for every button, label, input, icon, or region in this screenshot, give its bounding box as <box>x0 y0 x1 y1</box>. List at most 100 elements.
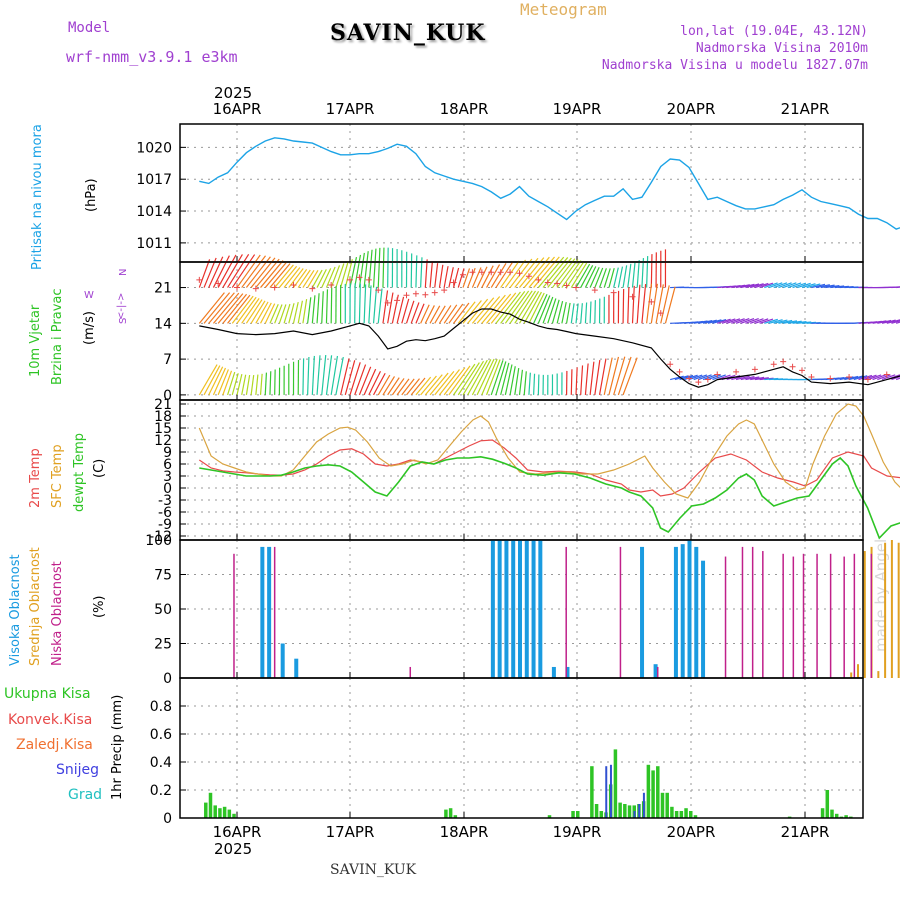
cloud-low-bar <box>792 556 795 678</box>
wind-barb-upper <box>274 264 294 288</box>
wind-barb-upper <box>806 283 821 289</box>
wind-gust-marker <box>780 358 787 365</box>
wind-barb-middle <box>660 285 670 324</box>
y-tick-label: 0 <box>163 671 172 687</box>
wind-barb-upper <box>731 284 746 289</box>
wind-barb-upper <box>255 258 280 288</box>
cloud-mid-bar <box>856 664 859 678</box>
wind-barb-lower <box>504 364 513 396</box>
wind-barb-middle <box>245 299 263 324</box>
wind-barb-middle <box>382 290 389 324</box>
wind-gust-marker <box>375 287 382 294</box>
wind-barb-upper <box>260 260 284 288</box>
wind-barb-upper <box>344 259 353 288</box>
wind-barb-middle <box>241 298 260 324</box>
wind-barb-upper <box>547 257 572 288</box>
wind-barb-middle <box>702 319 717 324</box>
wind-barb-upper <box>816 284 830 289</box>
wind-gust-marker <box>271 284 278 291</box>
wind-barb-middle <box>773 319 788 324</box>
wind-barb-upper <box>198 259 211 288</box>
top-day-label: 18APR <box>440 100 489 118</box>
wind-barb-middle <box>664 286 676 324</box>
wind-barb-middle <box>236 296 257 324</box>
wind-gust-marker <box>883 371 890 378</box>
wind-barb-lower <box>415 376 432 396</box>
wind-barb-lower <box>245 374 251 395</box>
wind-gust-marker <box>412 290 419 297</box>
wind-barb-middle <box>712 318 727 324</box>
precip-bar <box>830 809 834 818</box>
wind-barb-lower <box>471 359 492 396</box>
wind-barb-lower <box>853 375 868 381</box>
wind-barb-middle <box>735 317 750 324</box>
wind-barb-middle <box>500 291 526 324</box>
wind-barb-upper <box>288 268 304 288</box>
wind-barb-upper <box>236 254 261 288</box>
model-altitude: Nadmorska Visina u modelu 1827.07m <box>601 58 868 73</box>
wind-barb-lower <box>537 374 540 395</box>
wind-barb-lower <box>236 374 243 396</box>
wind-barb-middle <box>750 318 764 324</box>
precip-bar <box>227 809 232 818</box>
cloud-high-bar <box>511 540 516 678</box>
wind-barb-lower <box>533 373 536 395</box>
wind-gust-marker <box>309 285 316 292</box>
wind-barb-lower <box>867 374 882 381</box>
wind-barb-middle <box>759 318 774 324</box>
wind-barb-upper <box>311 269 323 288</box>
precip-bar <box>684 808 688 818</box>
wind-gust-marker <box>676 368 683 375</box>
wind-barb-middle <box>443 304 458 324</box>
wind-barb-middle <box>495 291 521 324</box>
wind-barb-lower <box>467 359 488 396</box>
wind-barb-upper <box>217 254 237 288</box>
wind-barb-middle <box>787 320 802 324</box>
wind-barb-upper <box>801 283 816 289</box>
temp-dewpt-line <box>199 455 900 540</box>
wind-barb-middle <box>509 290 533 324</box>
wind-barb-middle <box>396 296 405 324</box>
bottom-day-labels: 16APR 17APR 18APR 19APR 20APR 21APR <box>213 823 830 841</box>
wind-gust-marker <box>356 274 363 281</box>
wind-barb-lower <box>241 374 247 396</box>
wind-barb-upper <box>429 261 433 288</box>
precip-bar <box>222 806 227 818</box>
wind-barb-upper <box>566 261 585 288</box>
wind-barb-upper <box>443 266 449 288</box>
wind-barb-lower <box>307 356 310 395</box>
cloud-high-bar <box>687 540 692 678</box>
wind-compass-icon: N <-|-> S W E <box>84 269 129 324</box>
wind-gust-marker <box>610 289 617 296</box>
wind-barb-middle <box>565 302 571 324</box>
precip-bar <box>618 802 622 818</box>
wind-barb-middle <box>490 292 517 324</box>
wind-barb-lower <box>358 366 372 396</box>
wind-barb-lower <box>500 362 510 396</box>
wind-barb-lower <box>481 358 498 396</box>
wind-barb-upper <box>368 249 373 288</box>
wind-barb-upper <box>476 266 488 288</box>
precip-bar <box>656 766 660 818</box>
wind-gust-marker <box>525 273 532 280</box>
wind-barb-lower <box>608 356 620 396</box>
wind-barb-middle <box>754 318 769 324</box>
wind-barb-upper <box>608 268 615 288</box>
wind-gust-marker <box>629 293 636 300</box>
wind-barb-lower <box>325 355 333 395</box>
wind-barb-upper <box>650 254 653 288</box>
wind-gust-marker <box>252 285 259 292</box>
wind-gust-marker <box>714 371 721 378</box>
wind-barb-middle <box>886 319 900 324</box>
wind-barb-upper <box>297 269 311 288</box>
wind-barb-upper <box>561 260 582 288</box>
wind-barb-lower <box>420 375 437 396</box>
cloud-high-bar <box>551 666 556 678</box>
wind-barb-upper <box>773 282 788 289</box>
cloud-low-bar <box>853 553 856 678</box>
wind-barb-upper <box>486 264 501 288</box>
wind-barb-middle <box>556 300 564 324</box>
wind-barb-lower <box>528 372 531 395</box>
precip-bar <box>204 802 208 818</box>
precip-panel: 0.8 0.6 0.4 0.2 0 <box>150 677 864 827</box>
